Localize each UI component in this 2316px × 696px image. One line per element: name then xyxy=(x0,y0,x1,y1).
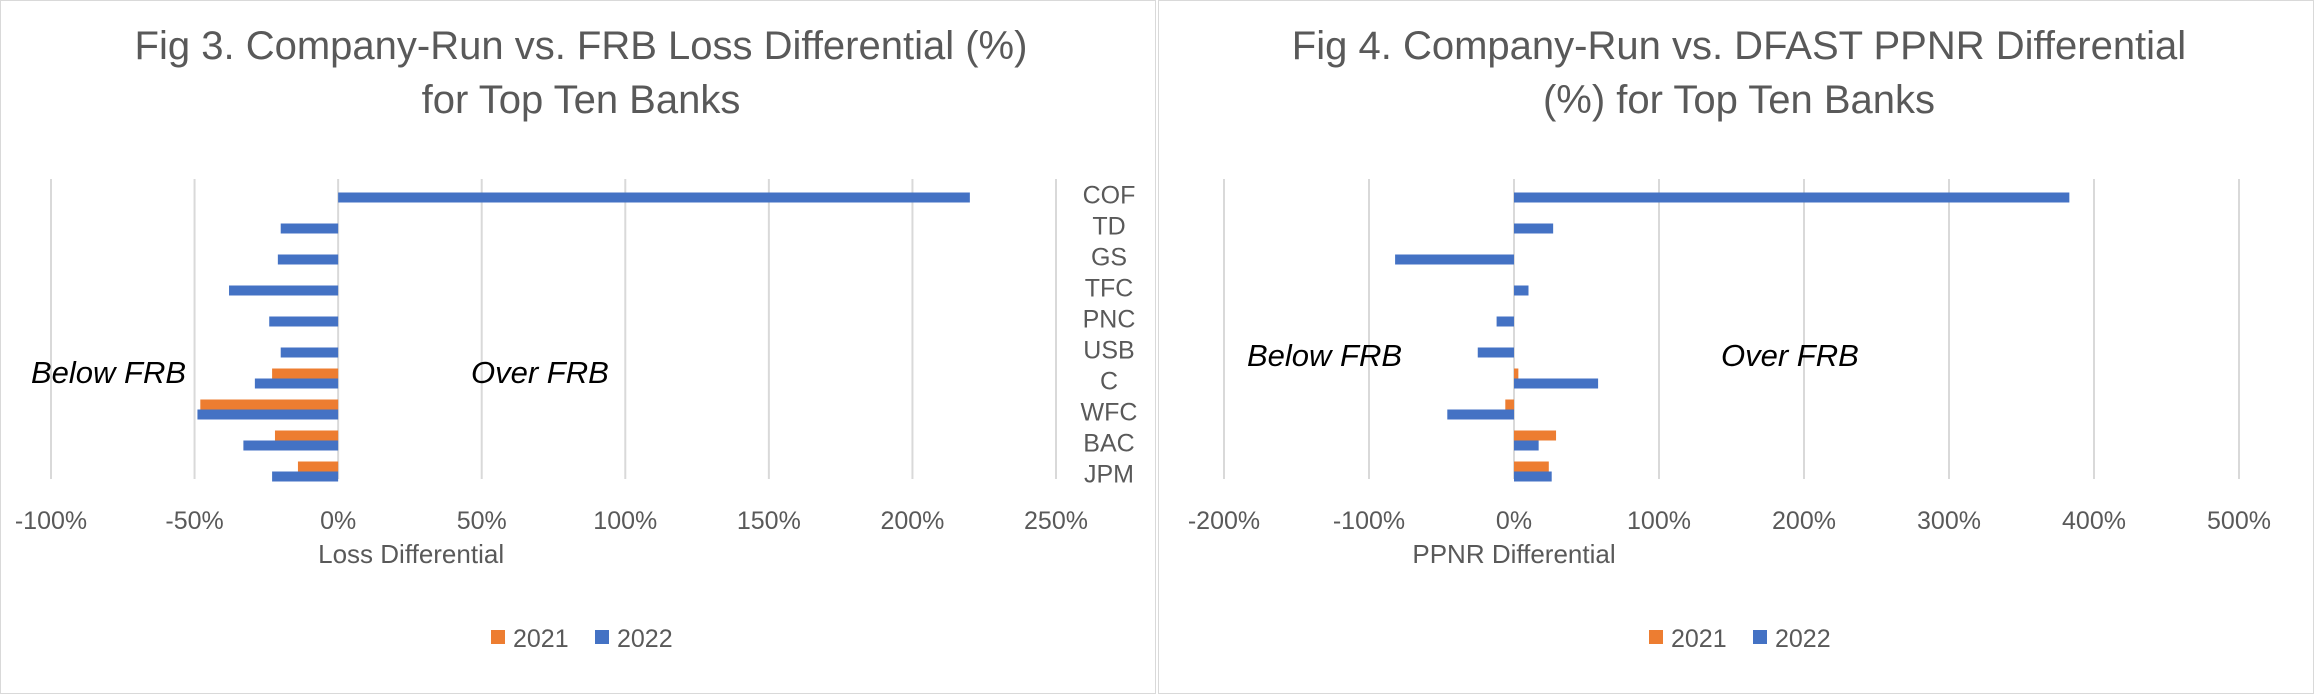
x-tick-label: 50% xyxy=(457,507,507,535)
category-label: WFC xyxy=(1081,399,1138,427)
bar-2021 xyxy=(297,461,339,472)
chart-title-line: for Top Ten Banks xyxy=(422,78,741,122)
bar-2021 xyxy=(1514,368,1519,379)
bar-2022 xyxy=(1514,471,1552,482)
legend-swatch-2021 xyxy=(1649,630,1663,644)
fig3-panel: Fig 3. Company-Run vs. FRB Loss Differen… xyxy=(0,0,1156,694)
legend-swatch-2022 xyxy=(595,630,609,644)
category-label: COF xyxy=(1083,182,1136,210)
x-tick-label: 300% xyxy=(1917,507,1981,535)
bar-2022 xyxy=(243,440,339,451)
x-tick-label: 500% xyxy=(2207,507,2271,535)
x-tick-label: -100% xyxy=(1333,507,1405,535)
annotation-below: Below FRB xyxy=(1247,338,1402,373)
bar-2022 xyxy=(338,192,970,203)
bar-2022 xyxy=(254,378,339,389)
bar-2021 xyxy=(1505,399,1514,410)
bar-2022 xyxy=(229,285,339,296)
fig3-chart: Fig 3. Company-Run vs. FRB Loss Differen… xyxy=(15,24,1138,653)
x-tick-label: 0% xyxy=(1496,507,1532,535)
bar-2021 xyxy=(1514,461,1549,472)
chart-title-line: (%) for Top Ten Banks xyxy=(1543,78,1935,122)
legend-label-2022: 2022 xyxy=(1775,625,1831,653)
bar-2022 xyxy=(1514,440,1539,451)
x-tick-label: 200% xyxy=(1772,507,1836,535)
bar-2021 xyxy=(272,368,339,379)
bar-2022 xyxy=(280,223,339,234)
x-tick-label: -50% xyxy=(165,507,223,535)
bar-2022 xyxy=(1514,285,1529,296)
x-axis-title: PPNR Differential xyxy=(1412,539,1615,569)
annotation-over: Over FRB xyxy=(1721,338,1859,373)
fig4-panel: Fig 4. Company-Run vs. DFAST PPNR Differ… xyxy=(1158,0,2314,694)
x-tick-label: 150% xyxy=(737,507,801,535)
bar-2022 xyxy=(269,316,339,327)
legend-swatch-2022 xyxy=(1753,630,1767,644)
legend-label-2021: 2021 xyxy=(1671,625,1727,653)
bar-2022 xyxy=(1477,347,1514,358)
bar-2022 xyxy=(1447,409,1514,420)
category-label: USB xyxy=(1083,337,1134,365)
bar-2021 xyxy=(1514,430,1557,441)
category-label: TD xyxy=(1092,213,1125,241)
bar-2021 xyxy=(200,399,339,410)
annotation-below: Below FRB xyxy=(31,355,186,390)
bar-2021 xyxy=(274,430,339,441)
x-tick-label: 100% xyxy=(1627,507,1691,535)
bar-2022 xyxy=(197,409,339,420)
category-label: PNC xyxy=(1083,306,1136,334)
fig4-chart: Fig 4. Company-Run vs. DFAST PPNR Differ… xyxy=(1188,24,2271,653)
legend-swatch-2021 xyxy=(491,630,505,644)
x-tick-label: -200% xyxy=(1188,507,1260,535)
legend-label-2022: 2022 xyxy=(617,625,673,653)
x-axis-title: Loss Differential xyxy=(318,539,504,569)
x-tick-label: 0% xyxy=(320,507,356,535)
bar-2022 xyxy=(1514,223,1554,234)
x-tick-label: -100% xyxy=(15,507,87,535)
category-label: GS xyxy=(1091,244,1127,272)
chart-title-line: Fig 4. Company-Run vs. DFAST PPNR Differ… xyxy=(1292,24,2186,68)
category-label: BAC xyxy=(1083,430,1134,458)
bar-2022 xyxy=(1496,316,1514,327)
bar-2022 xyxy=(1395,254,1514,265)
bar-2022 xyxy=(1514,192,2070,203)
bar-2022 xyxy=(277,254,339,265)
x-tick-label: 400% xyxy=(2062,507,2126,535)
legend-label-2021: 2021 xyxy=(513,625,569,653)
annotation-over: Over FRB xyxy=(471,355,609,390)
category-label: TFC xyxy=(1085,275,1134,303)
x-tick-label: 250% xyxy=(1024,507,1088,535)
x-tick-label: 100% xyxy=(593,507,657,535)
category-label: C xyxy=(1100,368,1118,396)
category-label: JPM xyxy=(1084,461,1134,489)
bar-2022 xyxy=(280,347,339,358)
x-tick-label: 200% xyxy=(880,507,944,535)
bar-2022 xyxy=(272,471,339,482)
chart-title-line: Fig 3. Company-Run vs. FRB Loss Differen… xyxy=(135,24,1028,68)
bar-2022 xyxy=(1514,378,1599,389)
